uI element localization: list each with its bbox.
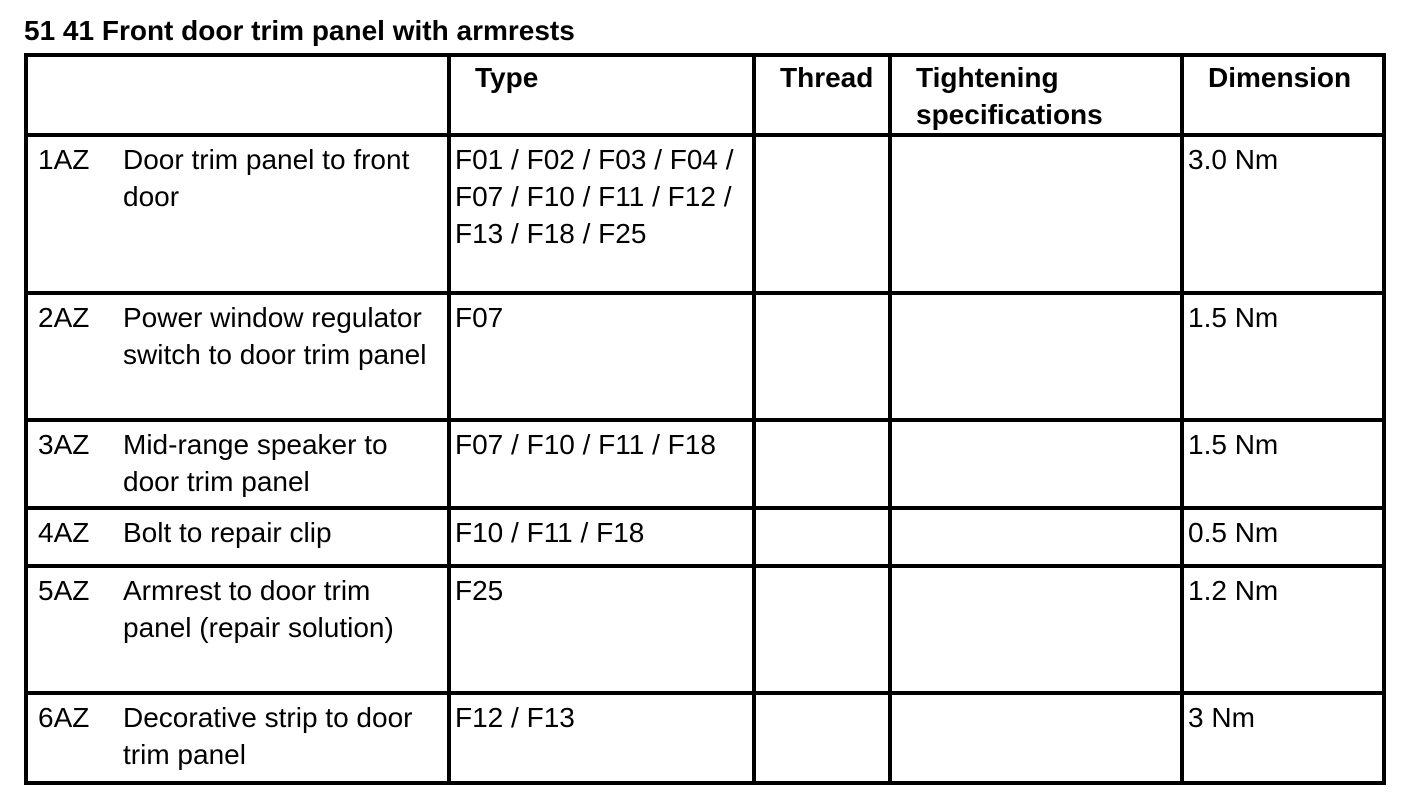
dimension-cell: 3.0 Nm [1180,133,1386,295]
header-thread: Thread [752,53,892,137]
item-cell: 4AZ Bolt to repair clip [24,506,451,568]
type-cell: F12 / F13 [447,691,756,785]
header-dimension: Dimension [1180,53,1386,137]
item-cell: 3AZ Mid-range speaker to door trim panel [24,418,451,510]
item-code: 5AZ [38,575,90,606]
type-cell: F01 / F02 / F03 / F04 / F07 / F10 / F11 … [447,133,756,295]
header-row: Type Thread Tightening specifications Di… [24,53,1386,137]
item-code: 3AZ [38,429,90,460]
item-description: Armrest to door trim panel (repair solut… [123,575,394,643]
header-item [24,53,451,137]
table-row: 2AZ Power window regulator switch to door… [24,291,1386,422]
item-code: 4AZ [38,517,90,548]
tightening-cell [888,691,1184,785]
thread-cell [752,691,892,785]
item-code: 1AZ [38,144,90,175]
tightening-cell [888,564,1184,695]
item-code: 6AZ [38,702,90,733]
item-cell: 5AZ Armrest to door trim panel (repair so… [24,564,451,695]
item-description: Power window regulator switch to door tr… [123,302,427,370]
tightening-cell [888,418,1184,510]
page-title: 51 41 Front door trim panel with armrest… [24,15,575,46]
table-row: 4AZ Bolt to repair clip F10 / F11 / F18 0… [24,506,1386,568]
thread-cell [752,291,892,422]
type-cell: F10 / F11 / F18 [447,506,756,568]
table-row: 3AZ Mid-range speaker to door trim panel … [24,418,1386,510]
item-description: Bolt to repair clip [123,517,332,548]
item-cell: 1AZ Door trim panel to front door [24,133,451,295]
tightening-cell [888,506,1184,568]
table-row: 6AZ Decorative strip to door trim panel F… [24,691,1386,785]
item-description: Mid-range speaker to door trim panel [123,429,388,497]
tightening-cell [888,133,1184,295]
item-cell: 2AZ Power window regulator switch to door… [24,291,451,422]
thread-cell [752,506,892,568]
tightening-cell [888,291,1184,422]
item-code: 2AZ [38,302,90,333]
table-row: 5AZ Armrest to door trim panel (repair so… [24,564,1386,695]
thread-cell [752,564,892,695]
thread-cell [752,133,892,295]
header-tightening: Tightening specifications [888,53,1184,137]
dimension-cell: 3 Nm [1180,691,1386,785]
thread-cell [752,418,892,510]
dimension-cell: 0.5 Nm [1180,506,1386,568]
header-type: Type [447,53,756,137]
dimension-cell: 1.2 Nm [1180,564,1386,695]
type-cell: F25 [447,564,756,695]
dimension-cell: 1.5 Nm [1180,418,1386,510]
type-cell: F07 / F10 / F11 / F18 [447,418,756,510]
type-cell: F07 [447,291,756,422]
item-cell: 6AZ Decorative strip to door trim panel [24,691,451,785]
item-description: Decorative strip to door trim panel [123,702,413,770]
torque-spec-table: Type Thread Tightening specifications Di… [24,53,1386,785]
table-row: 1AZ Door trim panel to front door F01 / F… [24,133,1386,295]
item-description: Door trim panel to front door [123,144,410,212]
dimension-cell: 1.5 Nm [1180,291,1386,422]
